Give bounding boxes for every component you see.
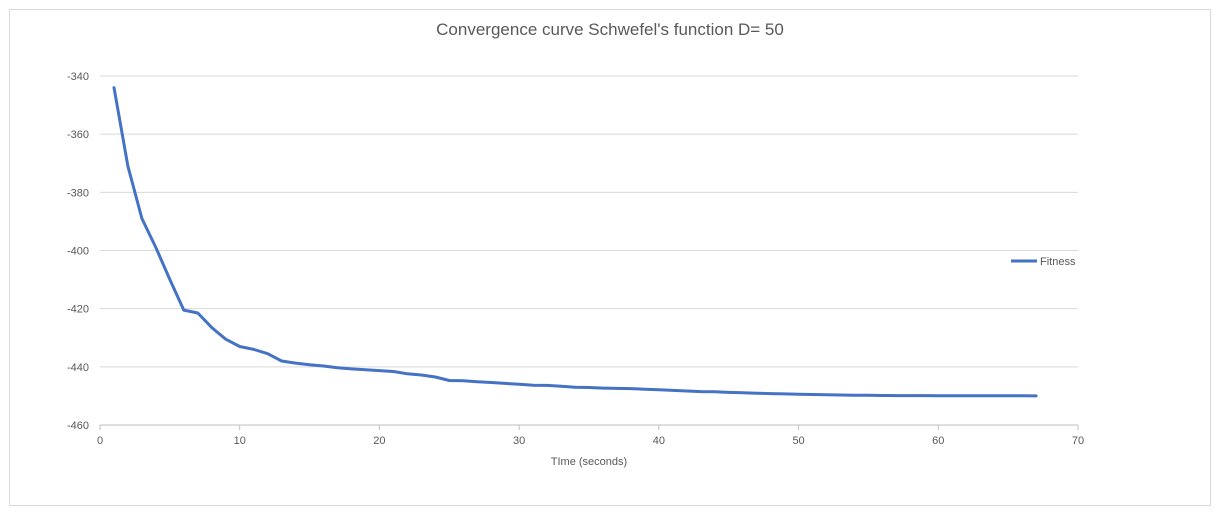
x-tick-label: 30 [513, 435, 525, 447]
x-tick-label: 60 [932, 435, 944, 447]
gridlines [100, 75, 1078, 426]
y-tick-label: -400 [67, 246, 89, 258]
chart-area [9, 9, 1211, 506]
y-tick-label: -460 [67, 420, 89, 432]
x-tick-label: 20 [373, 435, 385, 447]
x-axis: 0 10 20 30 40 50 60 70 [97, 425, 1084, 447]
y-tick-label: -380 [67, 187, 89, 199]
y-tick-label: -360 [67, 129, 89, 141]
y-tick-label: -340 [67, 71, 89, 83]
chart-title: Convergence curve Schwefel's function D=… [436, 20, 784, 39]
series-line-fitness [112, 86, 1038, 398]
series-group [112, 86, 1038, 398]
x-tick-label: 50 [792, 435, 804, 447]
x-tick-label: 40 [653, 435, 665, 447]
y-tick-label: -420 [67, 304, 89, 316]
y-tick-label: -440 [67, 362, 89, 374]
y-axis: -340 -360 -380 -400 -420 -440 -460 [67, 71, 89, 432]
legend-label-fitness: Fitness [1040, 256, 1076, 268]
x-tick-label: 0 [97, 435, 103, 447]
legend: Fitness [1011, 256, 1076, 268]
x-tick-label: 70 [1072, 435, 1084, 447]
x-tick-label: 10 [234, 435, 246, 447]
x-axis-title: TIme (seconds) [551, 456, 627, 468]
